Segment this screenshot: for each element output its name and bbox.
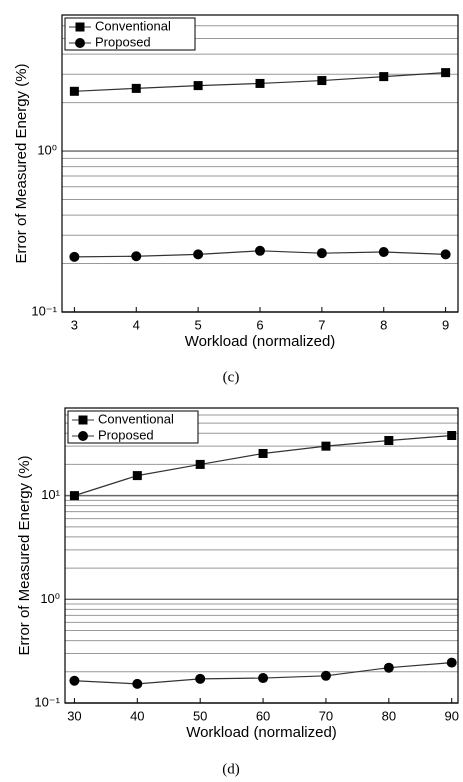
- marker: [447, 431, 457, 441]
- marker: [69, 251, 80, 262]
- marker: [131, 251, 142, 262]
- marker: [440, 249, 451, 260]
- marker: [258, 673, 269, 684]
- marker: [132, 678, 143, 689]
- marker: [193, 81, 203, 91]
- plot-frame: [61, 14, 459, 313]
- marker: [132, 471, 142, 481]
- legend-marker: [75, 22, 85, 32]
- x-tick-label: 40: [130, 708, 144, 723]
- marker: [69, 491, 79, 501]
- x-tick-label: 5: [195, 317, 202, 332]
- chart: 10⁻¹ 10⁰ 3 4 5 6 7 8 9 Workload (normalized) Error…: [13, 14, 459, 385]
- legend-marker: [78, 415, 88, 425]
- x-axis-label: Workload (normalized): [186, 724, 337, 741]
- y-tick-label: 10¹: [41, 487, 60, 502]
- x-tick-label: 30: [67, 708, 81, 723]
- marker: [258, 448, 268, 458]
- x-tick-label: 60: [256, 708, 270, 723]
- marker: [255, 78, 265, 88]
- legend-box: [67, 410, 199, 444]
- legend-label: Conventional: [98, 411, 174, 426]
- x-tick-label: 9: [442, 317, 449, 332]
- legend-label: Conventional: [95, 18, 171, 33]
- marker: [316, 248, 327, 259]
- marker: [317, 76, 327, 86]
- chart: 10⁻¹ 10⁰ 10¹ 30 40 50 60 70 80 90 Workload (normal…: [16, 407, 459, 777]
- marker: [384, 436, 394, 446]
- y-tick-label: 10⁻¹: [34, 694, 60, 709]
- y-tick-label: 10⁰: [37, 142, 57, 157]
- legend-marker: [78, 431, 88, 441]
- marker: [193, 249, 204, 260]
- marker: [69, 675, 80, 686]
- legend-marker: [75, 38, 85, 48]
- marker: [131, 83, 141, 93]
- y-tick-label: 10⁰: [40, 591, 60, 606]
- legend-label: Proposed: [98, 427, 154, 442]
- x-tick-label: 6: [256, 317, 263, 332]
- x-axis-label: Workload (normalized): [185, 333, 336, 350]
- x-tick-label: 4: [133, 317, 140, 332]
- marker: [441, 68, 451, 78]
- marker: [195, 459, 205, 469]
- x-tick-label: 8: [380, 317, 387, 332]
- x-tick-label: 50: [193, 708, 207, 723]
- marker: [255, 245, 265, 256]
- marker: [195, 673, 206, 684]
- y-axis-label: Error of Measured Energy (%): [16, 455, 33, 655]
- marker: [321, 441, 331, 451]
- marker: [446, 657, 457, 668]
- marker: [320, 670, 331, 681]
- series-line: [74, 434, 452, 497]
- y-axis-label: Error of Measured Energy (%): [13, 63, 30, 263]
- y-tick-label: 10⁻¹: [31, 303, 57, 318]
- marker: [378, 246, 389, 257]
- marker: [383, 662, 394, 673]
- legend-box: [64, 17, 196, 51]
- x-tick-label: 3: [71, 317, 78, 332]
- x-tick-label: 80: [382, 708, 396, 723]
- x-tick-label: 7: [318, 317, 325, 332]
- caption: (d): [222, 761, 240, 777]
- plot-frame: [64, 407, 459, 704]
- marker: [379, 72, 389, 82]
- marker: [69, 86, 79, 96]
- x-tick-label: 90: [444, 708, 458, 723]
- x-tick-label: 70: [319, 708, 333, 723]
- legend-label: Proposed: [95, 34, 151, 49]
- caption: (c): [223, 369, 240, 385]
